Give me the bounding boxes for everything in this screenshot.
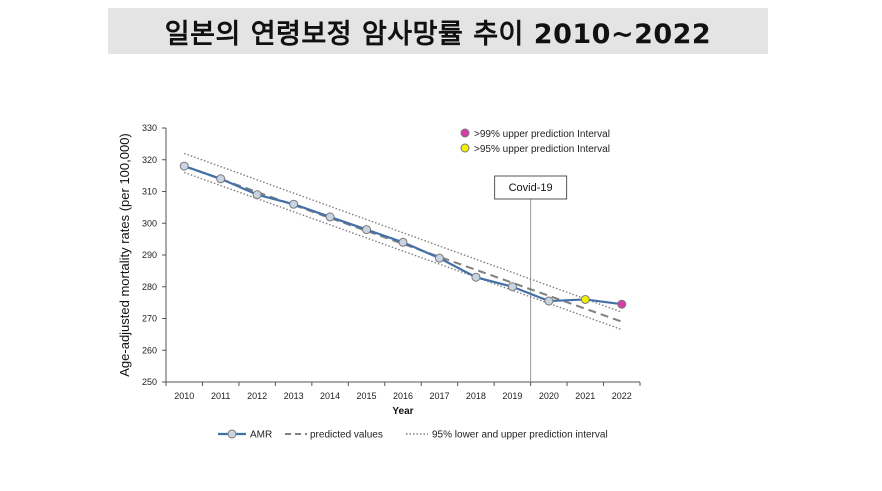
x-tick-label: 2018	[466, 391, 486, 401]
x-tick-label: 2021	[575, 391, 595, 401]
highlight-point	[617, 299, 627, 309]
x-tick-label: 2011	[211, 391, 230, 401]
x-axis-label: Year	[392, 406, 413, 417]
legend-label: AMR	[250, 430, 272, 441]
highlight-point	[580, 294, 590, 304]
amr-point	[289, 199, 299, 209]
legend-label: >99% upper prediction Interval	[474, 129, 610, 140]
legend-amr-marker	[227, 429, 237, 439]
y-tick-label: 330	[142, 123, 157, 133]
y-tick-label: 310	[142, 187, 157, 197]
title-bar: 일본의 연령보정 암사망률 추이 2010~2022	[108, 8, 768, 54]
x-tick-label: 2022	[612, 391, 632, 401]
x-tick-label: 2019	[502, 391, 522, 401]
amr-point	[216, 174, 226, 184]
y-tick-label: 280	[142, 282, 157, 292]
amr-point	[434, 253, 444, 263]
legend-label: predicted values	[310, 430, 383, 441]
x-tick-label: 2020	[539, 391, 559, 401]
y-tick-label: 320	[142, 155, 157, 165]
covid-label: Covid-19	[509, 182, 553, 194]
legend-marker	[460, 143, 470, 153]
y-tick-label: 270	[142, 314, 157, 324]
y-tick-label: 290	[142, 250, 157, 260]
amr-point	[362, 225, 372, 235]
y-axis-label: Age-adjusted mortality rates (per 100,00…	[117, 133, 132, 377]
covid-box	[494, 175, 568, 200]
x-tick-label: 2015	[357, 391, 377, 401]
y-tick-label: 300	[142, 218, 157, 228]
x-tick-label: 2016	[393, 391, 413, 401]
amr-point	[507, 282, 517, 292]
x-tick-label: 2014	[320, 391, 340, 401]
x-tick-label: 2012	[247, 391, 267, 401]
legend-label: 95% lower and upper prediction interval	[432, 430, 608, 441]
legend-marker	[460, 128, 470, 138]
amr-point	[325, 212, 335, 222]
x-tick-label: 2013	[284, 391, 304, 401]
amr-point	[179, 161, 189, 171]
page-title: 일본의 연령보정 암사망률 추이 2010~2022	[164, 18, 712, 50]
y-tick-label: 250	[142, 377, 157, 387]
amr-point	[252, 190, 262, 200]
amr-point	[544, 296, 554, 306]
amr-point	[471, 272, 481, 282]
x-tick-label: 2010	[174, 391, 194, 401]
y-tick-label: 260	[142, 345, 157, 355]
legend-label: >95% upper prediction Interval	[474, 144, 610, 155]
x-tick-label: 2017	[429, 391, 449, 401]
amr-point	[398, 237, 408, 247]
upper-prediction-line	[183, 152, 623, 313]
